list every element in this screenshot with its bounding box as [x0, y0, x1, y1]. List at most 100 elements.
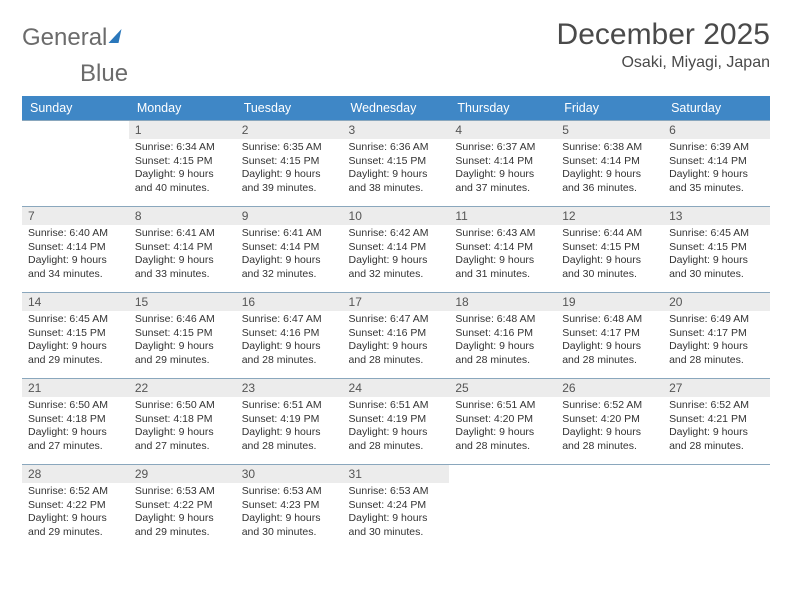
sunrise: Sunrise: 6:53 AM: [349, 485, 444, 499]
sunrise: Sunrise: 6:34 AM: [135, 141, 230, 155]
daylight: Daylight: 9 hours and 29 minutes.: [28, 512, 123, 539]
day-cell: 30Sunrise: 6:53 AMSunset: 4:23 PMDayligh…: [236, 464, 343, 550]
day-body: Sunrise: 6:36 AMSunset: 4:15 PMDaylight:…: [343, 139, 450, 200]
sunset: Sunset: 4:15 PM: [562, 241, 657, 255]
sunset: Sunset: 4:17 PM: [669, 327, 764, 341]
day-number: 16: [236, 292, 343, 311]
empty-cell: [22, 120, 129, 206]
sunset: Sunset: 4:20 PM: [562, 413, 657, 427]
day-number: 26: [556, 378, 663, 397]
sunrise: Sunrise: 6:51 AM: [349, 399, 444, 413]
sunrise: Sunrise: 6:47 AM: [349, 313, 444, 327]
day-body: Sunrise: 6:51 AMSunset: 4:20 PMDaylight:…: [449, 397, 556, 458]
sunrise: Sunrise: 6:35 AM: [242, 141, 337, 155]
day-body: Sunrise: 6:34 AMSunset: 4:15 PMDaylight:…: [129, 139, 236, 200]
empty-cell: [663, 464, 770, 550]
sunset: Sunset: 4:16 PM: [242, 327, 337, 341]
calendar-week: 28Sunrise: 6:52 AMSunset: 4:22 PMDayligh…: [22, 464, 770, 550]
daylight: Daylight: 9 hours and 32 minutes.: [242, 254, 337, 281]
month-title: December 2025: [557, 18, 770, 52]
day-number: 20: [663, 292, 770, 311]
day-number: 10: [343, 206, 450, 225]
day-number: [22, 120, 129, 139]
sunset: Sunset: 4:14 PM: [135, 241, 230, 255]
sunset: Sunset: 4:22 PM: [135, 499, 230, 513]
sunrise: Sunrise: 6:52 AM: [28, 485, 123, 499]
daylight: Daylight: 9 hours and 37 minutes.: [455, 168, 550, 195]
day-cell: 15Sunrise: 6:46 AMSunset: 4:15 PMDayligh…: [129, 292, 236, 378]
day-cell: 6Sunrise: 6:39 AMSunset: 4:14 PMDaylight…: [663, 120, 770, 206]
day-number: [449, 464, 556, 483]
day-body: Sunrise: 6:42 AMSunset: 4:14 PMDaylight:…: [343, 225, 450, 286]
calendar-week: 1Sunrise: 6:34 AMSunset: 4:15 PMDaylight…: [22, 120, 770, 206]
day-number: 24: [343, 378, 450, 397]
day-body: Sunrise: 6:52 AMSunset: 4:20 PMDaylight:…: [556, 397, 663, 458]
day-cell: 14Sunrise: 6:45 AMSunset: 4:15 PMDayligh…: [22, 292, 129, 378]
sunrise: Sunrise: 6:38 AM: [562, 141, 657, 155]
day-number: 2: [236, 120, 343, 139]
sunrise: Sunrise: 6:44 AM: [562, 227, 657, 241]
sunset: Sunset: 4:14 PM: [562, 155, 657, 169]
calendar-week: 7Sunrise: 6:40 AMSunset: 4:14 PMDaylight…: [22, 206, 770, 292]
daylight: Daylight: 9 hours and 28 minutes.: [242, 426, 337, 453]
sunset: Sunset: 4:15 PM: [28, 327, 123, 341]
sunset: Sunset: 4:15 PM: [135, 327, 230, 341]
day-number: 8: [129, 206, 236, 225]
sunset: Sunset: 4:14 PM: [455, 155, 550, 169]
day-cell: 11Sunrise: 6:43 AMSunset: 4:14 PMDayligh…: [449, 206, 556, 292]
sunrise: Sunrise: 6:51 AM: [455, 399, 550, 413]
dow-header: Wednesday: [343, 96, 450, 120]
empty-cell: [556, 464, 663, 550]
day-number: 17: [343, 292, 450, 311]
daylight: Daylight: 9 hours and 30 minutes.: [669, 254, 764, 281]
calendar-body: 1Sunrise: 6:34 AMSunset: 4:15 PMDaylight…: [22, 120, 770, 550]
sunset: Sunset: 4:18 PM: [28, 413, 123, 427]
day-body: Sunrise: 6:43 AMSunset: 4:14 PMDaylight:…: [449, 225, 556, 286]
sunrise: Sunrise: 6:51 AM: [242, 399, 337, 413]
sunset: Sunset: 4:16 PM: [455, 327, 550, 341]
sunset: Sunset: 4:19 PM: [242, 413, 337, 427]
day-body: Sunrise: 6:51 AMSunset: 4:19 PMDaylight:…: [236, 397, 343, 458]
daylight: Daylight: 9 hours and 29 minutes.: [135, 512, 230, 539]
day-body: Sunrise: 6:39 AMSunset: 4:14 PMDaylight:…: [663, 139, 770, 200]
daylight: Daylight: 9 hours and 28 minutes.: [669, 340, 764, 367]
day-number: 11: [449, 206, 556, 225]
day-cell: 16Sunrise: 6:47 AMSunset: 4:16 PMDayligh…: [236, 292, 343, 378]
day-number: 29: [129, 464, 236, 483]
daylight: Daylight: 9 hours and 30 minutes.: [349, 512, 444, 539]
day-body: Sunrise: 6:41 AMSunset: 4:14 PMDaylight:…: [236, 225, 343, 286]
sunset: Sunset: 4:15 PM: [242, 155, 337, 169]
day-body: Sunrise: 6:44 AMSunset: 4:15 PMDaylight:…: [556, 225, 663, 286]
sunset: Sunset: 4:20 PM: [455, 413, 550, 427]
day-number: 6: [663, 120, 770, 139]
sunrise: Sunrise: 6:50 AM: [135, 399, 230, 413]
sunset: Sunset: 4:23 PM: [242, 499, 337, 513]
day-number: 25: [449, 378, 556, 397]
calendar-table: SundayMondayTuesdayWednesdayThursdayFrid…: [22, 96, 770, 550]
daylight: Daylight: 9 hours and 40 minutes.: [135, 168, 230, 195]
day-body: Sunrise: 6:50 AMSunset: 4:18 PMDaylight:…: [129, 397, 236, 458]
brand-name-1: General: [22, 24, 107, 52]
sunset: Sunset: 4:15 PM: [349, 155, 444, 169]
daylight: Daylight: 9 hours and 28 minutes.: [562, 340, 657, 367]
day-number: 27: [663, 378, 770, 397]
day-number: 3: [343, 120, 450, 139]
dow-header: Tuesday: [236, 96, 343, 120]
dow-header: Sunday: [22, 96, 129, 120]
day-body: Sunrise: 6:53 AMSunset: 4:24 PMDaylight:…: [343, 483, 450, 544]
day-cell: 7Sunrise: 6:40 AMSunset: 4:14 PMDaylight…: [22, 206, 129, 292]
sunrise: Sunrise: 6:36 AM: [349, 141, 444, 155]
sunset: Sunset: 4:14 PM: [669, 155, 764, 169]
sunset: Sunset: 4:14 PM: [242, 241, 337, 255]
sunrise: Sunrise: 6:43 AM: [455, 227, 550, 241]
daylight: Daylight: 9 hours and 39 minutes.: [242, 168, 337, 195]
sunrise: Sunrise: 6:52 AM: [562, 399, 657, 413]
sunrise: Sunrise: 6:42 AM: [349, 227, 444, 241]
sunrise: Sunrise: 6:49 AM: [669, 313, 764, 327]
sunrise: Sunrise: 6:52 AM: [669, 399, 764, 413]
daylight: Daylight: 9 hours and 28 minutes.: [669, 426, 764, 453]
day-number: [663, 464, 770, 483]
sunrise: Sunrise: 6:53 AM: [242, 485, 337, 499]
day-body: Sunrise: 6:47 AMSunset: 4:16 PMDaylight:…: [236, 311, 343, 372]
dow-header: Thursday: [449, 96, 556, 120]
